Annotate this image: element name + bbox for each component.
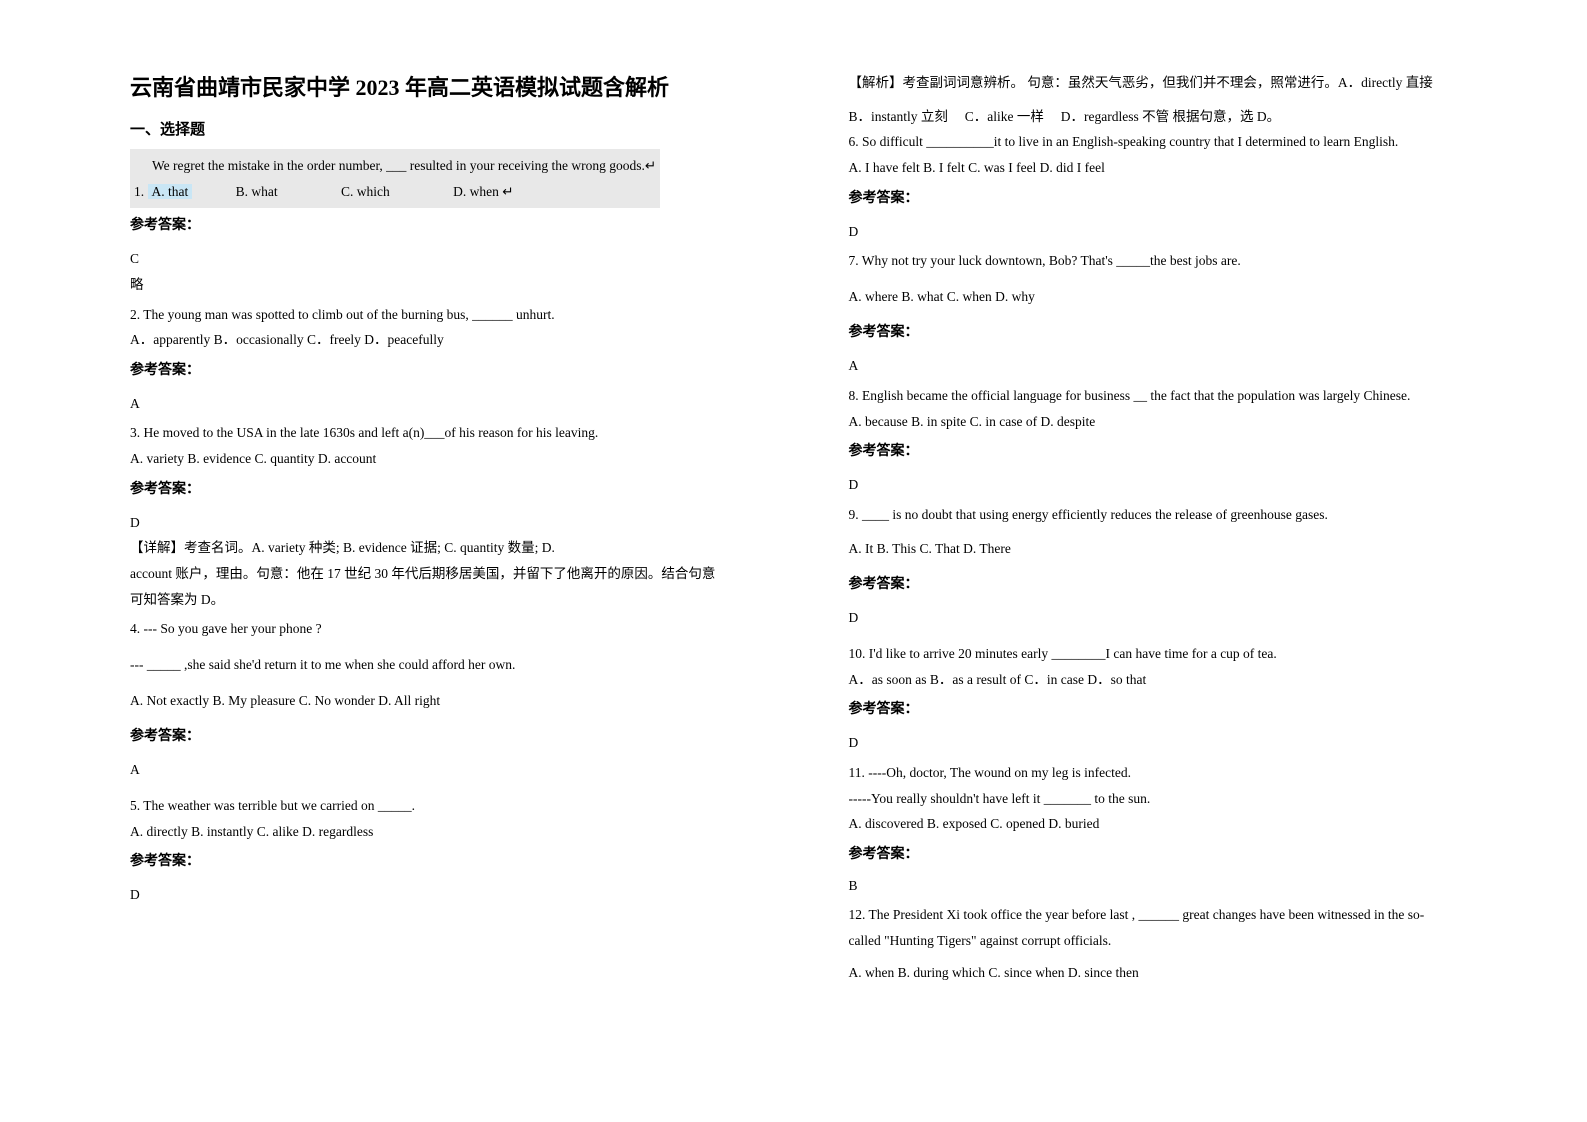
q1-stem: We regret the mistake in the order numbe… <box>134 158 656 173</box>
q1-image-region: We regret the mistake in the order numbe… <box>130 149 660 208</box>
q9-answer: D <box>849 605 1508 631</box>
answer-label: 参考答案： <box>849 698 1508 718</box>
q1-opt-d: D. when ↵ <box>453 184 513 199</box>
right-column: 【解析】考查副词词意辨析。 句意：虽然天气恶劣，但我们并不理会，照常进行。A．d… <box>819 70 1538 1082</box>
q1-opt-b: B. what <box>236 184 278 199</box>
q1-opt-a: A. that <box>148 184 193 199</box>
q5-explain-line1: 【解析】考查副词词意辨析。 句意：虽然天气恶劣，但我们并不理会，照常进行。A．d… <box>849 70 1508 96</box>
question-6: 6. So difficult __________it to live in … <box>849 129 1508 244</box>
question-9: 9. ____ is no doubt that using energy ef… <box>849 502 1508 631</box>
page-title: 云南省曲靖市民家中学 2023 年高二英语模拟试题含解析 <box>130 70 789 102</box>
q4-opts: A. Not exactly B. My pleasure C. No wond… <box>130 688 789 714</box>
answer-label: 参考答案： <box>849 440 1508 460</box>
answer-label: 参考答案： <box>130 359 789 379</box>
answer-label: 参考答案： <box>130 725 789 745</box>
q3-explain2: account 账户，理由。句意：他在 17 世纪 30 年代后期移居美国，并留… <box>130 561 789 587</box>
answer-label: 参考答案： <box>849 843 1508 863</box>
q5e-b: 立刻 <box>921 109 948 124</box>
answer-label: 参考答案： <box>130 850 789 870</box>
question-12: 12. The President Xi took office the yea… <box>849 902 1508 985</box>
question-8: 8. English became the official language … <box>849 383 1508 498</box>
question-3: 3. He moved to the USA in the late 1630s… <box>130 420 789 612</box>
answer-label: 参考答案： <box>130 214 789 234</box>
document-page: 云南省曲靖市民家中学 2023 年高二英语模拟试题含解析 一、选择题 We re… <box>0 0 1587 1122</box>
question-7: 7. Why not try your luck downtown, Bob? … <box>849 248 1508 379</box>
q11-line2: -----You really shouldn't have left it _… <box>849 786 1508 812</box>
question-1: We regret the mistake in the order numbe… <box>130 149 789 298</box>
q2-stem: 2. The young man was spotted to climb ou… <box>130 302 789 328</box>
q9-stem: 9. ____ is no doubt that using energy ef… <box>849 502 1508 528</box>
q5e-a: B．instantly <box>849 109 918 124</box>
question-4: 4. --- So you gave her your phone ? --- … <box>130 616 789 783</box>
q8-stem: 8. English became the official language … <box>849 383 1508 409</box>
q8-opts: A. because B. in spite C. in case of D. … <box>849 409 1508 435</box>
q1-opt-c: C. which <box>341 184 390 199</box>
q12-line2: called "Hunting Tigers" against corrupt … <box>849 928 1508 954</box>
q3-opts: A. variety B. evidence C. quantity D. ac… <box>130 446 789 472</box>
q5-explain-line2: B．instantly 立刻 C．alike 一样 D．regardless 不… <box>849 104 1508 130</box>
q5e-f: 不管 根据句意，选 D。 <box>1142 109 1280 124</box>
q9-opts: A. It B. This C. That D. There <box>849 536 1508 562</box>
q2-answer: A <box>130 391 789 417</box>
q8-answer: D <box>849 472 1508 498</box>
q11-answer: B <box>849 873 1508 899</box>
q7-answer: A <box>849 353 1508 379</box>
q5-opts: A. directly B. instantly C. alike D. reg… <box>130 819 789 845</box>
q5-stem: 5. The weather was terrible but we carri… <box>130 793 789 819</box>
answer-label: 参考答案： <box>849 187 1508 207</box>
q6-stem: 6. So difficult __________it to live in … <box>849 129 1508 155</box>
question-11: 11. ----Oh, doctor, The wound on my leg … <box>849 760 1508 899</box>
q3-stem: 3. He moved to the USA in the late 1630s… <box>130 420 789 446</box>
q10-opts: A．as soon as B．as a result of C．in case … <box>849 667 1508 693</box>
q11-stem: 11. ----Oh, doctor, The wound on my leg … <box>849 760 1508 786</box>
question-2: 2. The young man was spotted to climb ou… <box>130 302 789 417</box>
q5e-d: 一样 <box>1017 109 1044 124</box>
q12-opts: A. when B. during which C. since when D.… <box>849 960 1508 986</box>
q11-opts: A. discovered B. exposed C. opened D. bu… <box>849 811 1508 837</box>
q4-line2: --- _____ ,she said she'd return it to m… <box>130 652 789 678</box>
question-5: 5. The weather was terrible but we carri… <box>130 793 789 908</box>
q12-stem: 12. The President Xi took office the yea… <box>849 902 1508 928</box>
answer-label: 参考答案： <box>849 321 1508 341</box>
q1-num: 1. <box>134 184 144 199</box>
q6-answer: D <box>849 219 1508 245</box>
q7-opts: A. where B. what C. when D. why <box>849 284 1508 310</box>
q3-explain1: 【详解】考查名词。A. variety 种类; B. evidence 证据; … <box>130 535 789 561</box>
q5e-e: D．regardless <box>1061 109 1139 124</box>
q3-explain3: 可知答案为 D。 <box>130 587 789 613</box>
q6-opts: A. I have felt B. I felt C. was I feel D… <box>849 155 1508 181</box>
q4-stem: 4. --- So you gave her your phone ? <box>130 616 789 642</box>
answer-label: 参考答案： <box>849 573 1508 593</box>
question-10: 10. I'd like to arrive 20 minutes early … <box>849 641 1508 756</box>
q5-answer: D <box>130 882 789 908</box>
q10-answer: D <box>849 730 1508 756</box>
q7-stem: 7. Why not try your luck downtown, Bob? … <box>849 248 1508 274</box>
q4-answer: A <box>130 757 789 783</box>
q3-answer: D <box>130 510 789 536</box>
q1-answer: C <box>130 246 789 272</box>
left-column: 云南省曲靖市民家中学 2023 年高二英语模拟试题含解析 一、选择题 We re… <box>100 70 819 1082</box>
answer-label: 参考答案： <box>130 478 789 498</box>
q2-opts: A．apparently B．occasionally C．freely D．p… <box>130 327 789 353</box>
section-header: 一、选择题 <box>130 118 789 139</box>
q1-explain: 略 <box>130 272 789 298</box>
q10-stem: 10. I'd like to arrive 20 minutes early … <box>849 641 1508 667</box>
q5e-c: C．alike <box>965 109 1014 124</box>
